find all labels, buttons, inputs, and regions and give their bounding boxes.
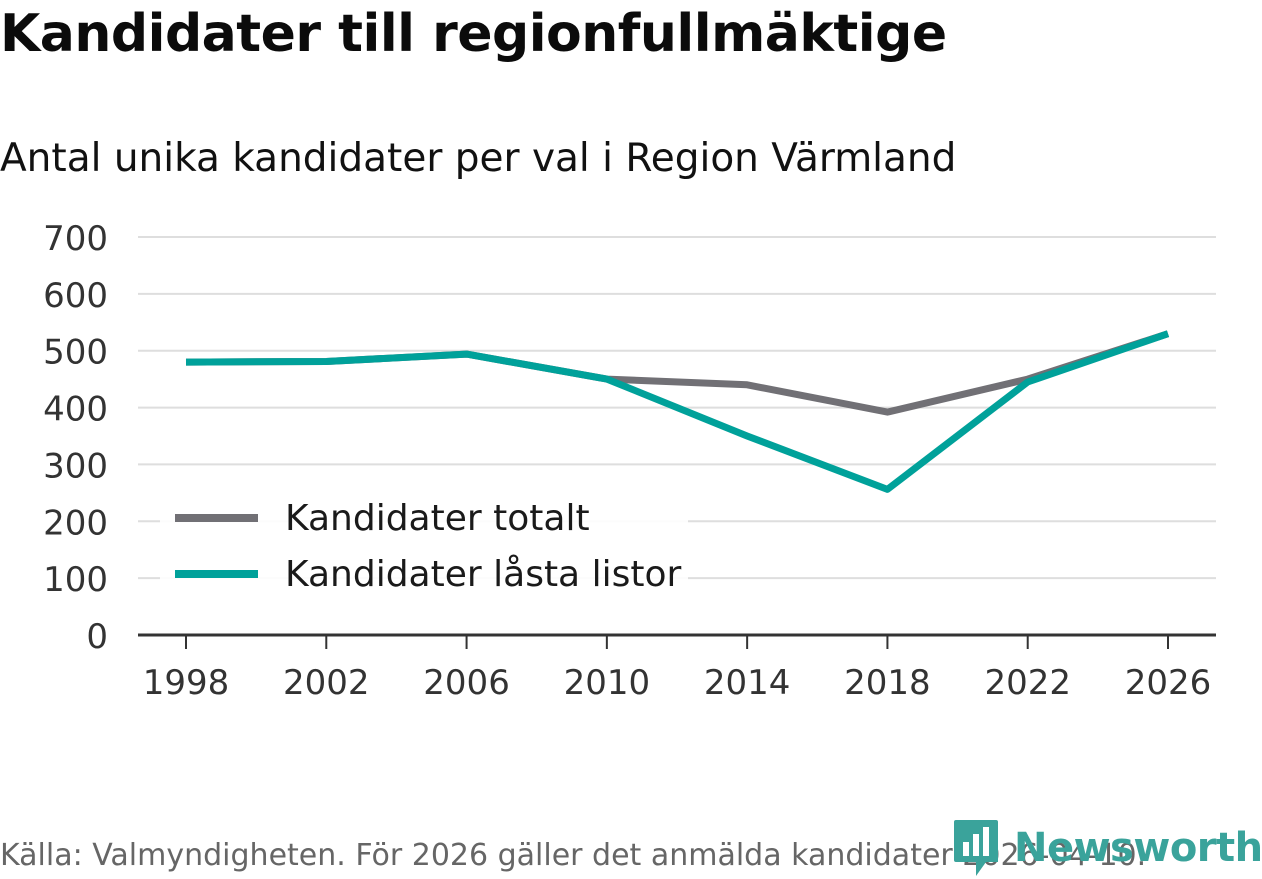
x-axis: 1998 2002 2006 2010 2014 2018 2022 2026 <box>138 633 1216 703</box>
y-tick-label-500: 500 <box>43 333 108 373</box>
brand-logo: Newsworthy <box>952 818 1262 878</box>
x-tick-label-2010: 2010 <box>564 663 651 703</box>
x-tick-label-2002: 2002 <box>283 663 370 703</box>
y-axis-ticks: 0 100 200 300 400 500 600 700 <box>43 219 108 657</box>
y-tick-label-300: 300 <box>43 446 108 486</box>
x-tick-label-2014: 2014 <box>704 663 791 703</box>
brand-name: Newsworthy <box>1014 825 1262 871</box>
x-tick-label-2022: 2022 <box>984 663 1071 703</box>
legend-label-0: Kandidater totalt <box>285 498 590 539</box>
x-tick-label-1998: 1998 <box>143 663 230 703</box>
y-tick-label-0: 0 <box>86 617 108 657</box>
x-tick-label-2026: 2026 <box>1125 663 1212 703</box>
y-tick-label-700: 700 <box>43 219 108 259</box>
series-line-kandidater-totalt <box>185 330 1170 416</box>
y-tick-label-400: 400 <box>43 390 108 430</box>
series-line-kandidater-lasta-listor <box>185 330 1170 493</box>
legend: Kandidater totalt Kandidater låsta listor <box>160 488 688 606</box>
legend-background <box>160 488 688 606</box>
x-tick-label-2018: 2018 <box>844 663 931 703</box>
y-tick-label-600: 600 <box>43 276 108 316</box>
chart-title: Kandidater till regionfullmäktige <box>0 4 947 64</box>
chart-subtitle: Antal unika kandidater per val i Region … <box>0 136 957 181</box>
newsworthy-logo-icon <box>954 820 998 876</box>
legend-label-1: Kandidater låsta listor <box>285 554 681 595</box>
y-tick-label-200: 200 <box>43 503 108 543</box>
series-lines <box>185 330 1170 493</box>
x-tick-label-2006: 2006 <box>423 663 510 703</box>
y-tick-label-100: 100 <box>43 560 108 600</box>
